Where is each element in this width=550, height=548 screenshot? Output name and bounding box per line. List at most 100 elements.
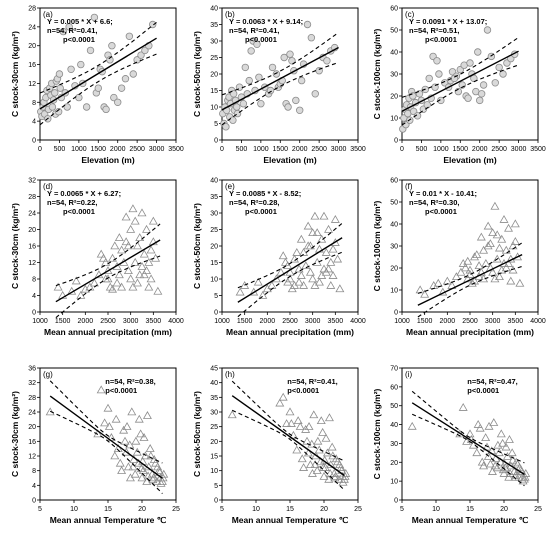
annotation-line: n=54, R²=0.51, bbox=[409, 26, 459, 35]
data-point bbox=[487, 467, 497, 475]
data-point bbox=[130, 216, 140, 225]
annotation-line: n=54, R²=0.22, bbox=[47, 198, 97, 207]
y-tick-label: 45 bbox=[210, 366, 218, 373]
y-tick-label: 25 bbox=[210, 55, 218, 62]
regression-line bbox=[231, 395, 345, 477]
data-point bbox=[501, 245, 511, 254]
data-point bbox=[492, 230, 502, 239]
y-tick-label: 40 bbox=[390, 222, 398, 229]
data-point bbox=[120, 436, 130, 445]
data-point bbox=[82, 103, 91, 111]
data-point bbox=[451, 272, 461, 281]
x-tick-label: 20 bbox=[138, 506, 146, 513]
data-point bbox=[504, 472, 514, 481]
data-point bbox=[293, 416, 303, 425]
data-point bbox=[491, 79, 499, 87]
data-point bbox=[407, 421, 417, 430]
data-point bbox=[305, 267, 315, 276]
data-point bbox=[155, 467, 165, 476]
data-point bbox=[508, 241, 518, 250]
ci-upper bbox=[49, 380, 163, 464]
data-point bbox=[130, 469, 140, 478]
x-tick-label: 1000 bbox=[32, 318, 48, 325]
y-tick-label: 30 bbox=[210, 410, 218, 417]
data-point bbox=[492, 463, 502, 472]
data-point bbox=[117, 84, 126, 92]
y-tick-label: 50 bbox=[390, 200, 398, 207]
y-tick-label: 30 bbox=[390, 244, 398, 251]
data-point bbox=[146, 245, 156, 254]
data-point bbox=[146, 451, 156, 460]
y-tick-label: 0 bbox=[394, 138, 398, 145]
data-point bbox=[496, 457, 506, 466]
data-point bbox=[312, 257, 322, 266]
data-point bbox=[96, 249, 106, 258]
data-point bbox=[113, 444, 123, 452]
x-tick-label: 5 bbox=[220, 506, 224, 513]
x-tick-label: 1500 bbox=[90, 146, 106, 153]
y-tick-label: 0 bbox=[394, 498, 398, 505]
data-point bbox=[239, 99, 248, 108]
data-point bbox=[515, 278, 525, 287]
regression-line bbox=[411, 402, 525, 475]
data-point bbox=[123, 241, 133, 250]
panel-label: (c) bbox=[405, 10, 415, 19]
y-tick-label: 20 bbox=[210, 72, 218, 79]
x-tick-label: 10 bbox=[70, 506, 78, 513]
data-point bbox=[485, 459, 495, 468]
data-point bbox=[463, 256, 473, 265]
annotation-line: Y = 0.01 * X - 10.41; bbox=[409, 189, 477, 198]
annotation-line: p<0.0001 bbox=[245, 35, 277, 44]
data-point bbox=[283, 261, 293, 270]
x-axis-label: Mean annual precipitation (mm) bbox=[44, 327, 172, 337]
data-point bbox=[335, 284, 345, 293]
y-tick-label: 25 bbox=[210, 227, 218, 234]
data-point bbox=[296, 234, 306, 243]
data-point bbox=[322, 448, 332, 457]
data-point bbox=[437, 96, 445, 105]
data-point bbox=[121, 75, 130, 83]
x-tick-label: 1000 bbox=[214, 318, 230, 325]
data-point bbox=[106, 56, 114, 64]
data-point bbox=[96, 385, 106, 394]
data-point bbox=[518, 476, 528, 485]
data-point bbox=[153, 462, 163, 471]
data-point bbox=[493, 440, 503, 449]
data-point bbox=[317, 234, 327, 243]
annotation-line: p<0.0001 bbox=[63, 207, 95, 216]
data-point bbox=[126, 274, 136, 283]
y-tick-label: 35 bbox=[210, 194, 218, 201]
annotation-line: p<0.0001 bbox=[425, 35, 457, 44]
panel-f: 1000 1500 2000 2500 3000 3500 4000 0 10 20 30 40 50 6… bbox=[372, 178, 546, 338]
y-axis-label: C stock-50cm (kg/m²) bbox=[192, 391, 202, 477]
data-point bbox=[59, 27, 68, 36]
y-tick-label: 20 bbox=[210, 244, 218, 251]
data-point bbox=[292, 247, 302, 256]
annotation-line: n=54, R²=0.47, bbox=[467, 377, 517, 386]
data-point bbox=[433, 278, 443, 287]
data-point bbox=[90, 13, 99, 22]
data-point bbox=[294, 264, 304, 273]
data-point bbox=[476, 267, 486, 276]
data-point bbox=[139, 433, 149, 441]
data-point bbox=[479, 245, 489, 254]
data-point bbox=[506, 461, 516, 470]
y-tick-label: 0 bbox=[32, 310, 36, 317]
data-point bbox=[110, 93, 118, 102]
y-tick-label: 0 bbox=[214, 310, 218, 317]
data-point bbox=[296, 106, 304, 114]
data-point bbox=[247, 47, 255, 55]
ci-lower bbox=[49, 410, 163, 494]
ci-upper bbox=[221, 32, 339, 96]
y-tick-label: 4 bbox=[32, 119, 36, 126]
panel-label: (a) bbox=[43, 10, 53, 19]
data-point bbox=[140, 451, 150, 460]
y-tick-label: 5 bbox=[214, 483, 218, 490]
y-tick-label: 20 bbox=[390, 460, 398, 467]
x-tick-label: 25 bbox=[534, 506, 542, 513]
data-point bbox=[494, 272, 504, 281]
data-point bbox=[470, 252, 480, 261]
x-tick-label: 3000 bbox=[149, 146, 165, 153]
annotation-line: n=54, R²=0.41, bbox=[229, 26, 279, 35]
data-point bbox=[94, 84, 102, 92]
